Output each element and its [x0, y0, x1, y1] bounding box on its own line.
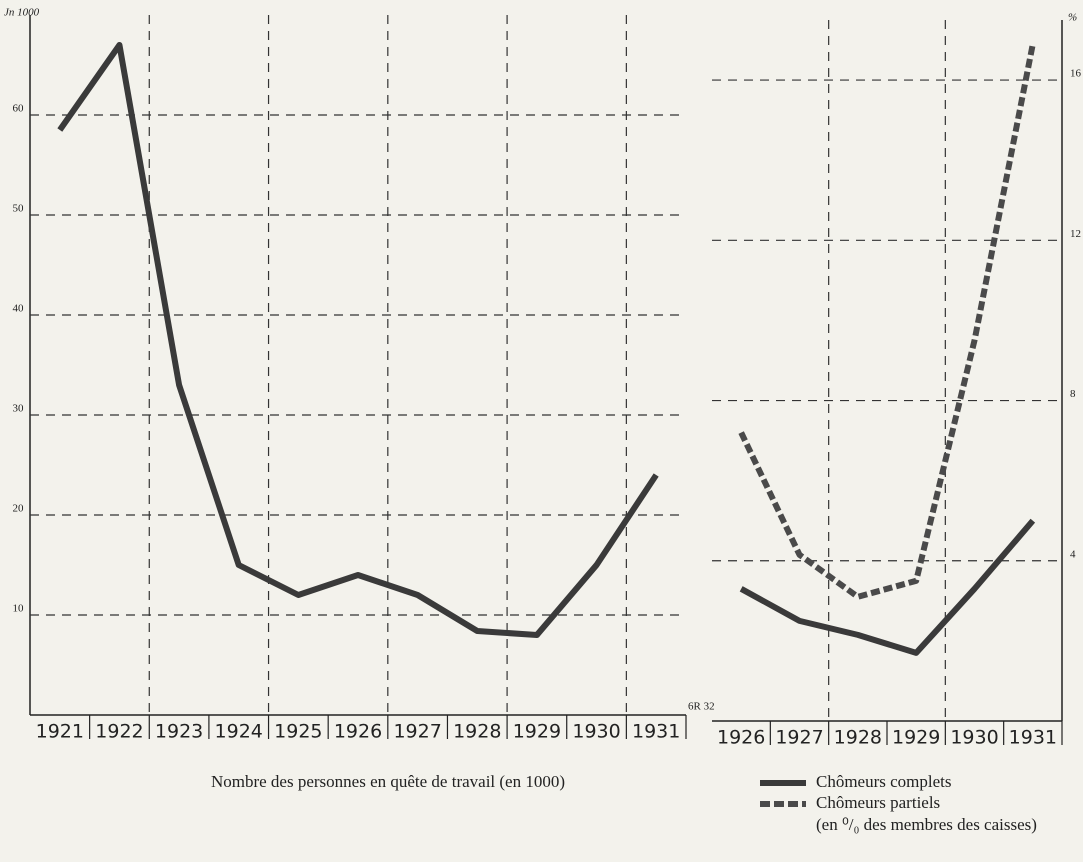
x-tick-label: 1930	[950, 727, 998, 749]
x-tick-label: 1925	[274, 721, 322, 743]
x-tick-label: 1923	[155, 721, 203, 743]
x-axis-title: Nombre des personnes en quête de travail…	[211, 772, 565, 791]
x-tick-label: 1926	[334, 721, 382, 743]
data-line	[739, 518, 1036, 656]
x-tick-label: 1929	[892, 727, 940, 749]
data-line	[738, 43, 1036, 600]
x-tick-label: 1926	[717, 727, 765, 749]
legend-note: (en ⁰/₀ des membres des caisses)	[816, 815, 1037, 834]
y-tick-label: 8	[1070, 388, 1076, 400]
x-tick-label: 1927	[393, 721, 441, 743]
annotation: 6R 32	[688, 701, 715, 713]
y-unit: Jn 1000	[4, 7, 40, 19]
legend-label: Chômeurs complets	[816, 772, 952, 791]
x-tick-label: 1928	[834, 727, 882, 749]
x-tick-label: 1921	[36, 721, 84, 743]
y-tick-label: 40	[13, 303, 25, 315]
x-tick-label: 1927	[775, 727, 823, 749]
x-tick-label: 1931	[632, 721, 680, 743]
x-tick-label: 1922	[95, 721, 143, 743]
x-tick-label: 1924	[215, 721, 263, 743]
y-tick-label: 4	[1070, 548, 1076, 560]
y-tick-label: 50	[13, 203, 25, 215]
y-tick-label: 10	[13, 603, 25, 615]
y-tick-label: 60	[13, 103, 25, 115]
x-tick-label: 1930	[572, 721, 620, 743]
y-unit: %	[1068, 12, 1077, 24]
y-tick-label: 20	[13, 503, 25, 515]
data-line	[57, 42, 659, 638]
x-tick-label: 1931	[1009, 727, 1057, 749]
x-tick-label: 1929	[513, 721, 561, 743]
y-tick-label: 16	[1070, 68, 1082, 80]
y-tick-label: 12	[1070, 228, 1081, 240]
y-tick-label: 30	[13, 403, 25, 415]
legend-label: Chômeurs partiels	[816, 793, 940, 812]
x-tick-label: 1928	[453, 721, 501, 743]
